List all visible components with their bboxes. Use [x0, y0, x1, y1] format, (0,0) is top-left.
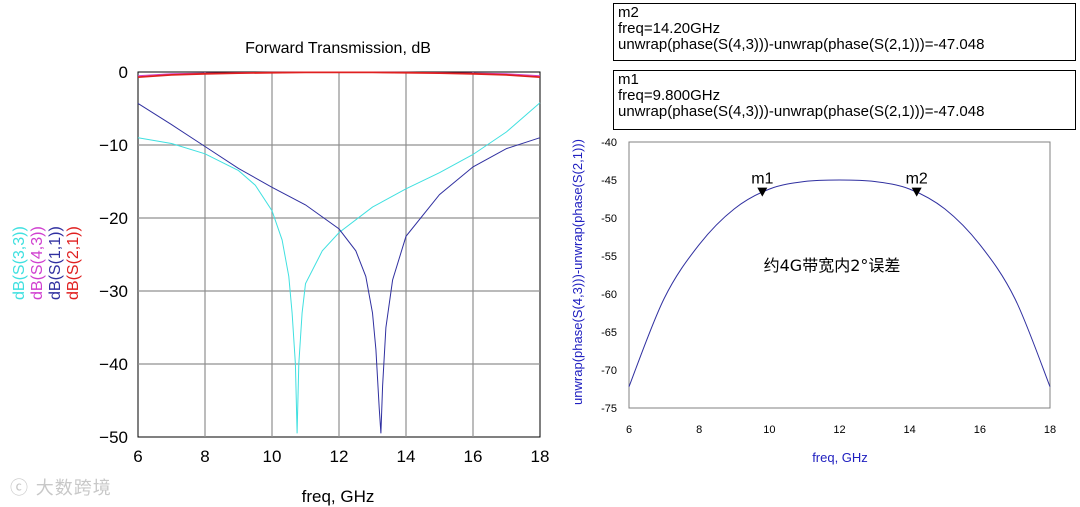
right-x-tick-label: 16	[974, 424, 986, 436]
right-x-tick-label: 8	[696, 424, 702, 436]
left-series-lines	[137, 71, 541, 434]
right-y-tick-label: -45	[601, 175, 617, 187]
left-grid	[138, 72, 540, 437]
left-y-tick-label: −30	[99, 282, 128, 301]
right-y-tick-label: -40	[601, 137, 617, 149]
legend-entry: dB(S(1,1))	[47, 226, 64, 300]
marker-freq: freq=14.20GHz	[618, 20, 721, 37]
left-x-tick-label: 6	[133, 447, 142, 466]
phase-difference-chart: 6 8 10 12 14 16 18-40-45-50-55-60-65-70-75 m1 m…	[570, 137, 1056, 465]
right-x-tick-label: 18	[1044, 424, 1056, 436]
left-y-tick-label: −20	[99, 209, 128, 228]
right-y-tick-label: -55	[601, 251, 617, 263]
right-markers: m1 m2	[751, 171, 928, 197]
left-y-tick-label: −10	[99, 136, 128, 155]
marker-m1-triangle[interactable]	[757, 187, 768, 197]
watermark-text: 大数跨境	[35, 478, 112, 499]
left-x-tick-label: 8	[200, 447, 209, 466]
forward-transmission-chart: Forward Transmission, dB 6 8 10 12 14 16 18 0 −1…	[11, 40, 549, 506]
left-x-axis-label: freq, GHz	[302, 487, 375, 506]
watermark-logo: ⓒ 大数跨境	[10, 474, 112, 500]
left-legend: dB(S(3,3)) dB(S(4,3)) dB(S(1,1)) dB(S(2,1))	[11, 226, 82, 300]
marker-m1-label: m1	[751, 171, 773, 188]
left-y-tick-label: 0	[119, 63, 128, 82]
marker-expression: unwrap(phase(S(4,3)))-unwrap(phase(S(2,1…	[618, 36, 985, 53]
right-tick-labels: 6 8 10 12 14 16 18 -40 -45 -50 -55 -60 -65 -70 -75	[601, 137, 1056, 436]
marker-name: m1	[618, 71, 639, 88]
legend-entry: dB(S(3,3))	[11, 226, 28, 300]
series-line-db-s-3-3-	[137, 102, 541, 434]
left-y-tick-label: −50	[99, 428, 128, 447]
right-y-tick-label: -50	[601, 213, 617, 225]
left-x-tick-label: 10	[263, 447, 282, 466]
marker-readout-m1: m1 freq=9.800GHz unwrap(phase(S(4,3)))-u…	[613, 70, 1076, 130]
left-chart-title: Forward Transmission, dB	[245, 40, 431, 57]
right-y-tick-label: -60	[601, 289, 617, 301]
left-x-tick-label: 16	[464, 447, 483, 466]
marker-m2-triangle[interactable]	[911, 187, 922, 197]
right-y-tick-label: -75	[601, 403, 617, 415]
legend-entry: dB(S(2,1))	[65, 226, 82, 300]
marker-m2-label: m2	[906, 171, 928, 188]
left-x-tick-label: 18	[531, 447, 550, 466]
left-x-tick-label: 12	[330, 447, 349, 466]
marker-name: m2	[618, 4, 639, 21]
right-x-tick-label: 6	[626, 424, 632, 436]
right-annotation: 约4G带宽内2°误差	[764, 256, 901, 275]
right-y-tick-label: -70	[601, 365, 617, 377]
left-tick-labels: 6 8 10 12 14 16 18 0 −10 −20 −30 −40 −50	[99, 63, 549, 466]
series-line-db-s-1-1-	[137, 102, 541, 434]
phase-difference-line	[628, 179, 1051, 387]
left-x-tick-label: 14	[397, 447, 416, 466]
marker-expression: unwrap(phase(S(4,3)))-unwrap(phase(S(2,1…	[618, 103, 985, 120]
marker-readout-m2: m2 freq=14.20GHz unwrap(phase(S(4,3)))-u…	[613, 3, 1076, 61]
right-x-tick-label: 14	[904, 424, 916, 436]
marker-freq: freq=9.800GHz	[618, 87, 721, 104]
right-series-lines	[628, 179, 1051, 387]
series-line-db-s-2-1-	[137, 71, 541, 78]
right-plot-area	[628, 141, 1051, 409]
left-y-tick-label: −40	[99, 355, 128, 374]
right-x-tick-label: 12	[833, 424, 845, 436]
right-y-tick-label: -65	[601, 327, 617, 339]
right-x-axis-label: freq, GHz	[812, 450, 868, 465]
right-x-tick-label: 10	[763, 424, 775, 436]
right-y-axis-label: unwrap(phase(S(4,3)))-unwrap(phase(S(2,1…	[570, 139, 585, 405]
legend-entry: dB(S(4,3))	[29, 226, 46, 300]
watermark-icon: ⓒ	[10, 478, 29, 499]
